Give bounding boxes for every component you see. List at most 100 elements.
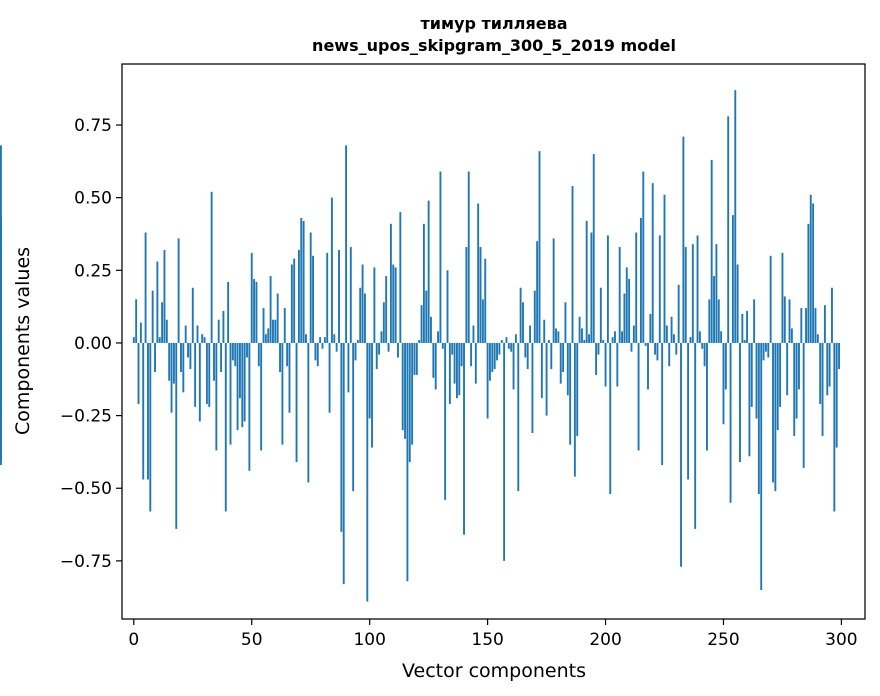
bar (597, 342, 600, 355)
bar (562, 342, 565, 373)
bar (658, 235, 661, 343)
bar (670, 316, 673, 343)
bar (826, 342, 829, 396)
bar (149, 342, 152, 512)
bar (786, 342, 789, 396)
bar (618, 247, 621, 343)
bar (522, 302, 524, 343)
bar (776, 342, 779, 431)
bar (319, 337, 322, 343)
bar (564, 302, 567, 343)
bar (227, 281, 230, 343)
bar (628, 279, 631, 343)
bar (512, 342, 515, 390)
bars-group (0, 90, 840, 602)
bar (606, 235, 609, 343)
bar (524, 342, 527, 358)
bar (805, 308, 807, 343)
y-axis-label: Components values (12, 247, 34, 435)
bar (430, 316, 432, 343)
bar (184, 325, 187, 343)
bar (684, 247, 687, 343)
bar (838, 342, 840, 370)
bar (453, 342, 456, 384)
bar (727, 116, 730, 343)
bar (182, 342, 185, 393)
bar (272, 319, 274, 343)
x-tick-label: 300 (825, 630, 857, 650)
bar (661, 342, 664, 465)
bar (267, 328, 270, 343)
bar (248, 342, 251, 471)
bar (677, 284, 680, 343)
bar (550, 342, 553, 370)
bar (191, 287, 194, 343)
bar (444, 342, 447, 500)
bar (835, 342, 838, 448)
bar (790, 328, 793, 343)
bar (517, 342, 520, 492)
bar (397, 342, 399, 358)
bar (147, 342, 149, 480)
y-tick-label: 0.00 (74, 334, 112, 354)
bar (753, 299, 756, 343)
bar (375, 342, 378, 370)
bar (793, 342, 796, 436)
bar (772, 342, 774, 483)
bar (694, 342, 697, 529)
bar (566, 342, 569, 396)
bar (510, 342, 513, 352)
bar (342, 342, 345, 585)
bar (446, 270, 449, 343)
bar (432, 342, 435, 378)
bar (451, 342, 454, 355)
bar (611, 337, 614, 343)
bar (158, 337, 161, 343)
bar (802, 342, 805, 468)
bar (288, 342, 291, 413)
bar (656, 342, 659, 361)
y-tick-label: 0.25 (74, 261, 112, 281)
bar (807, 223, 810, 343)
bar (543, 319, 546, 343)
bar (356, 340, 359, 343)
bar (680, 342, 682, 567)
bar (224, 342, 227, 512)
bar (496, 342, 498, 361)
bar (519, 287, 522, 343)
bar (177, 238, 180, 343)
bar (279, 342, 281, 373)
bar (769, 255, 772, 343)
bar (217, 319, 220, 343)
bar (389, 223, 392, 343)
bar (479, 247, 482, 343)
bar (739, 342, 741, 463)
bar (349, 247, 352, 343)
bar (757, 342, 760, 495)
bar (404, 342, 406, 439)
bar (340, 342, 343, 532)
bar (788, 299, 791, 343)
bar (715, 244, 718, 343)
bar (180, 342, 182, 373)
bar (137, 342, 140, 404)
y-tick-label: 0.50 (74, 189, 112, 209)
bar (309, 232, 312, 343)
bar (359, 287, 362, 343)
bar (748, 342, 751, 457)
bar (595, 342, 598, 375)
bar (408, 342, 411, 463)
bar (798, 342, 800, 390)
bar (441, 342, 444, 349)
bar (222, 310, 225, 343)
bar (264, 334, 267, 343)
bar (448, 342, 451, 404)
bar (592, 154, 595, 343)
bar (474, 342, 477, 384)
bar (755, 342, 758, 419)
bar (731, 215, 734, 343)
bar (472, 325, 475, 343)
bar (724, 342, 727, 390)
bar (456, 342, 458, 399)
bar (616, 342, 619, 387)
